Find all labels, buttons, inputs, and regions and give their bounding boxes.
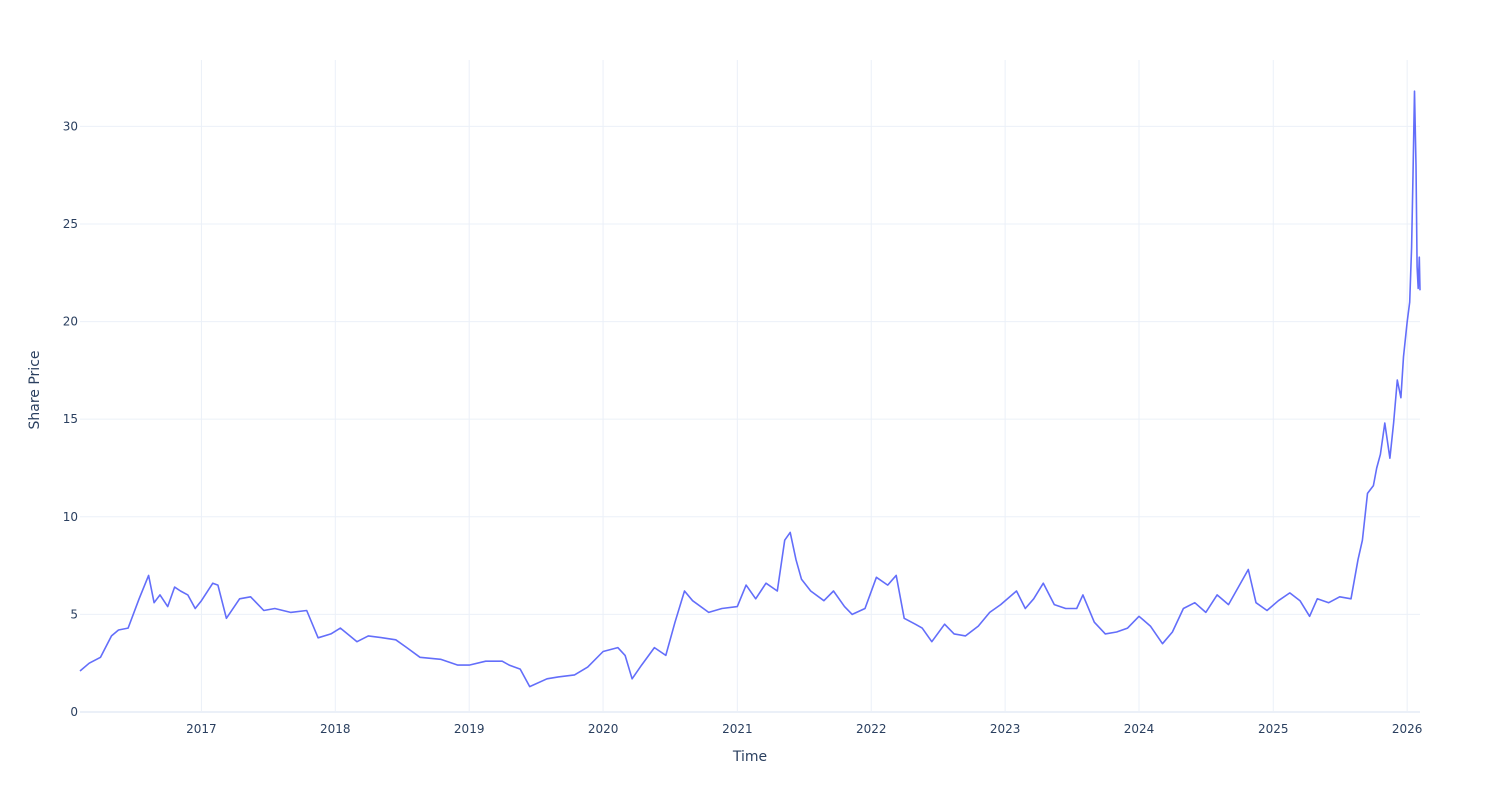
x-tick-label: 2023 bbox=[990, 722, 1021, 736]
x-axis-title: Time bbox=[732, 749, 767, 765]
y-axis-title: Share Price bbox=[27, 350, 43, 429]
x-tick-label: 2021 bbox=[722, 722, 753, 736]
x-tick-label: 2026 bbox=[1392, 722, 1423, 736]
x-tick-label: 2022 bbox=[856, 722, 887, 736]
share-price-line bbox=[79, 90, 1421, 688]
gridlines bbox=[80, 60, 1420, 713]
x-tick-label: 2017 bbox=[186, 722, 217, 736]
y-tick-label: 25 bbox=[63, 217, 78, 231]
y-axis-ticks: 0 5 10 15 20 25 30 bbox=[63, 119, 78, 719]
y-tick-label: 30 bbox=[63, 119, 78, 133]
y-tick-label: 10 bbox=[63, 510, 78, 524]
x-tick-label: 2020 bbox=[588, 722, 619, 736]
x-tick-label: 2025 bbox=[1258, 722, 1289, 736]
y-tick-label: 5 bbox=[70, 607, 78, 621]
x-tick-label: 2019 bbox=[454, 722, 485, 736]
series-layer bbox=[79, 90, 1421, 688]
y-tick-label: 0 bbox=[70, 705, 78, 719]
y-tick-label: 15 bbox=[63, 412, 78, 426]
y-tick-label: 20 bbox=[63, 315, 78, 329]
x-tick-label: 2018 bbox=[320, 722, 351, 736]
x-axis-ticks: 2017 2018 2019 2020 2021 2022 2023 2024 2025 2026 bbox=[186, 722, 1422, 736]
x-tick-label: 2024 bbox=[1124, 722, 1155, 736]
